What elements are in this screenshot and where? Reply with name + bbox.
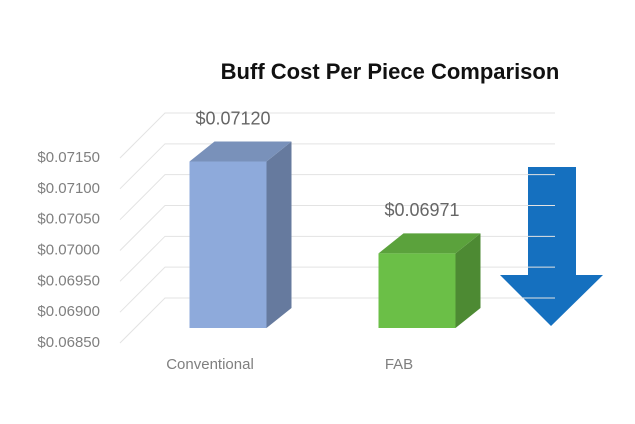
value-label: $0.06971 — [384, 200, 459, 220]
grid-line — [119, 174, 555, 221]
y-tick-label: $0.07000 — [37, 241, 100, 258]
bar — [189, 161, 267, 328]
bar-side — [455, 233, 481, 328]
y-tick-label: $0.07150 — [37, 149, 100, 166]
y-tick-label: $0.07050 — [37, 211, 100, 228]
grid-line — [119, 205, 555, 251]
x-tick-label: Conventional — [166, 356, 254, 373]
y-tick-label: $0.06850 — [37, 334, 100, 351]
grid-line — [119, 112, 555, 159]
y-tick-label: $0.06900 — [37, 303, 100, 320]
grid-line — [119, 266, 555, 313]
down-arrow — [500, 167, 603, 326]
bar-top — [189, 141, 292, 162]
grid-line — [119, 143, 555, 190]
grid-line — [119, 297, 555, 344]
grid-line — [119, 235, 555, 282]
y-tick-label: $0.07100 — [37, 180, 100, 197]
chart-title: Buff Cost Per Piece Comparison — [221, 59, 560, 84]
bar-side — [266, 141, 292, 328]
bar — [378, 253, 456, 328]
x-tick-label: FAB — [385, 356, 413, 373]
value-label: $0.07120 — [195, 108, 270, 128]
y-tick-label: $0.06950 — [37, 272, 100, 289]
bar-top — [378, 233, 481, 254]
